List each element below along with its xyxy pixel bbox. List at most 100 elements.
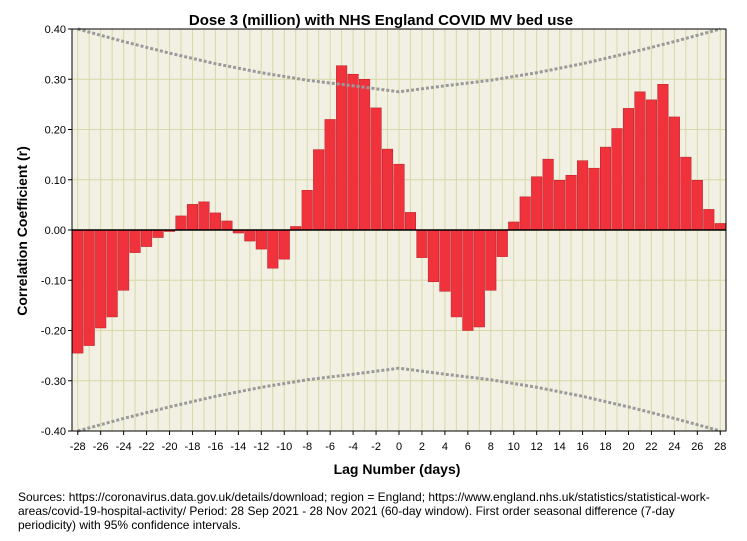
ci-upper-line bbox=[77, 27, 721, 94]
bar bbox=[393, 163, 405, 231]
bar bbox=[485, 229, 497, 291]
y-tick-label: -0.40 bbox=[41, 426, 66, 438]
bar bbox=[221, 220, 233, 231]
x-tick-label: 4 bbox=[442, 441, 448, 453]
x-tick-label: -10 bbox=[276, 441, 292, 453]
bar bbox=[198, 201, 210, 231]
bar bbox=[703, 209, 715, 231]
x-tick-label: -26 bbox=[93, 441, 109, 453]
bar bbox=[106, 229, 118, 318]
bar bbox=[668, 116, 680, 231]
x-tick-label: -4 bbox=[348, 441, 358, 453]
x-tick-label: -28 bbox=[70, 441, 86, 453]
bar bbox=[611, 128, 623, 231]
bar bbox=[691, 180, 703, 231]
bar bbox=[255, 229, 267, 250]
bar bbox=[404, 212, 417, 231]
y-tick-labels: -0.40 -0.30 -0.20 -0.10 0.00 0.10 0.20 0.30 0.40 bbox=[41, 24, 72, 438]
bar bbox=[508, 221, 520, 231]
bar bbox=[336, 65, 348, 231]
bar bbox=[496, 229, 508, 257]
y-tick-label: -0.10 bbox=[41, 275, 66, 287]
y-tick-label: 0.40 bbox=[45, 24, 66, 36]
bar bbox=[531, 176, 543, 231]
bar bbox=[416, 229, 428, 258]
correlation-chart: Dose 3 (million) with NHS England COVID … bbox=[14, 12, 727, 477]
bar bbox=[599, 146, 612, 231]
y-axis-title: Correlation Coefficient (r) bbox=[14, 146, 30, 316]
bar bbox=[301, 190, 313, 231]
bar bbox=[634, 91, 646, 231]
bar bbox=[427, 229, 439, 283]
bar-series bbox=[72, 65, 726, 354]
bar bbox=[381, 148, 394, 231]
x-tick-label: -18 bbox=[185, 441, 201, 453]
y-tick-label: -0.20 bbox=[41, 326, 66, 338]
bar bbox=[462, 229, 474, 331]
bar bbox=[657, 84, 669, 231]
bar bbox=[175, 215, 187, 231]
bar bbox=[313, 149, 325, 231]
bar bbox=[565, 174, 577, 231]
bar bbox=[473, 229, 485, 328]
chart-title: Dose 3 (million) with NHS England COVID … bbox=[189, 12, 573, 29]
bar bbox=[714, 223, 726, 231]
bar bbox=[118, 229, 130, 291]
y-tick-label: 0.20 bbox=[45, 125, 66, 137]
x-tick-label: -14 bbox=[230, 441, 246, 453]
bar bbox=[278, 229, 290, 260]
x-tick-label: -22 bbox=[139, 441, 155, 453]
x-tick-label: 14 bbox=[554, 441, 566, 453]
bar bbox=[680, 156, 692, 231]
x-tick-label: 2 bbox=[419, 441, 425, 453]
x-tick-label: -6 bbox=[325, 441, 335, 453]
x-tick-label: -2 bbox=[371, 441, 381, 453]
x-tick-label: -24 bbox=[116, 441, 132, 453]
x-tick-label: 22 bbox=[645, 441, 657, 453]
x-tick-label: 16 bbox=[576, 441, 588, 453]
x-tick-label: -20 bbox=[162, 441, 178, 453]
x-tick-label: 12 bbox=[531, 441, 543, 453]
bar bbox=[267, 229, 279, 269]
bar bbox=[450, 229, 462, 318]
y-tick-label: 0.00 bbox=[45, 225, 66, 237]
ci-lower-line bbox=[77, 366, 721, 433]
bar bbox=[588, 167, 600, 231]
x-tick-label: -8 bbox=[302, 441, 312, 453]
bar bbox=[439, 229, 451, 292]
x-tick-label: 10 bbox=[508, 441, 520, 453]
bar bbox=[209, 212, 221, 231]
y-tick-label: 0.10 bbox=[45, 175, 66, 187]
y-tick-label: -0.30 bbox=[41, 376, 66, 388]
x-tick-label: 28 bbox=[714, 441, 726, 453]
x-tick-label: -12 bbox=[253, 441, 269, 453]
x-tick-label: 6 bbox=[465, 441, 471, 453]
x-tick-labels: -28 -26 -24 -22 -20 -18 -16 -14 -12 -10 -8 -6 -4 -2 0 2… bbox=[70, 431, 726, 453]
bar bbox=[186, 204, 199, 231]
bar bbox=[577, 160, 589, 231]
bar bbox=[152, 229, 164, 238]
bar bbox=[141, 229, 153, 247]
bar bbox=[645, 99, 657, 231]
bar bbox=[347, 73, 359, 231]
x-tick-label: 8 bbox=[488, 441, 494, 453]
x-tick-label: 26 bbox=[691, 441, 703, 453]
x-tick-label: 20 bbox=[622, 441, 634, 453]
source-caption: Sources: https://coronavirus.data.gov.uk… bbox=[18, 490, 710, 532]
bar bbox=[244, 229, 256, 242]
bar bbox=[129, 229, 141, 253]
bar bbox=[83, 229, 95, 346]
x-tick-label: 0 bbox=[396, 441, 402, 453]
bar bbox=[95, 229, 107, 329]
bar bbox=[370, 107, 382, 231]
bar bbox=[622, 108, 635, 231]
x-tick-label: 18 bbox=[599, 441, 611, 453]
bar bbox=[554, 180, 566, 231]
bar bbox=[542, 158, 554, 231]
x-axis-title: Lag Number (days) bbox=[334, 461, 461, 477]
bar bbox=[519, 196, 531, 231]
bar bbox=[359, 79, 371, 231]
x-tick-label: -16 bbox=[207, 441, 223, 453]
x-tick-label: 24 bbox=[668, 441, 680, 453]
y-tick-label: 0.30 bbox=[45, 74, 66, 86]
